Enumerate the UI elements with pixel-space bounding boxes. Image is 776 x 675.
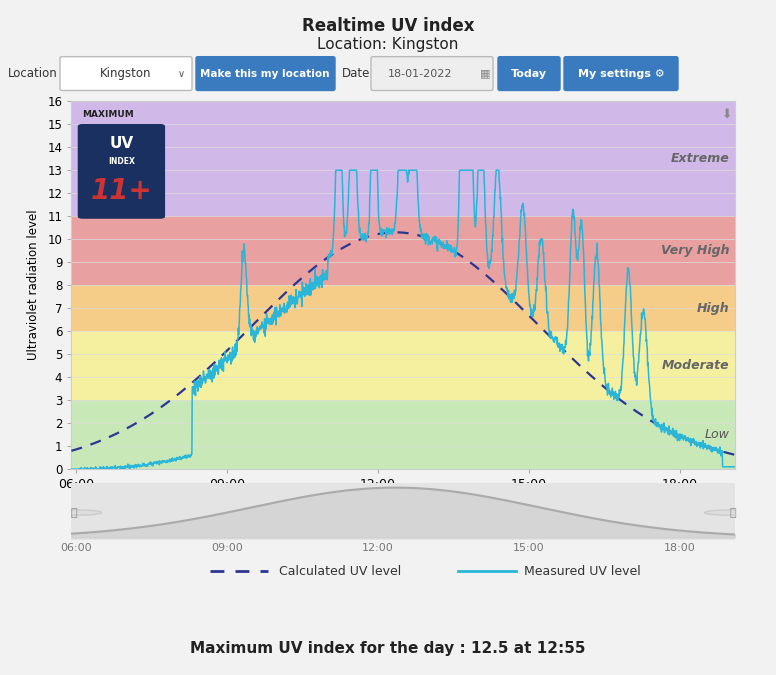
Text: Very High: Very High [661, 244, 730, 257]
Bar [71, 400, 735, 469]
FancyBboxPatch shape [196, 57, 335, 90]
Text: Make this my location: Make this my location [200, 69, 330, 78]
Text: Realtime UV index: Realtime UV index [302, 17, 474, 35]
FancyBboxPatch shape [60, 57, 192, 90]
Y-axis label: Ultraviolet radiation level: Ultraviolet radiation level [27, 210, 40, 360]
Text: Kingston: Kingston [100, 67, 151, 80]
Text: High: High [697, 302, 730, 315]
Text: 11+: 11+ [91, 177, 152, 205]
Text: My settings ⚙: My settings ⚙ [577, 69, 664, 78]
FancyBboxPatch shape [498, 57, 560, 90]
Text: Calculated UV level: Calculated UV level [279, 565, 402, 578]
Text: 18-01-2022: 18-01-2022 [388, 69, 452, 78]
FancyBboxPatch shape [564, 57, 678, 90]
Text: ⬇: ⬇ [722, 108, 733, 121]
Text: UV: UV [109, 136, 133, 151]
Text: Maximum UV index for the day : 12.5 at 12:55: Maximum UV index for the day : 12.5 at 1… [190, 641, 586, 656]
Text: MAXIMUM: MAXIMUM [82, 111, 134, 119]
FancyBboxPatch shape [78, 125, 165, 218]
Circle shape [705, 510, 760, 515]
FancyBboxPatch shape [371, 57, 493, 90]
Text: Today: Today [511, 69, 547, 78]
Text: ∨: ∨ [178, 69, 185, 78]
Bar [71, 331, 735, 400]
Text: ▦: ▦ [480, 69, 490, 78]
Text: Moderate: Moderate [662, 359, 730, 372]
Bar [71, 216, 735, 285]
Text: Date: Date [342, 67, 370, 80]
Text: ⏸: ⏸ [71, 508, 78, 518]
Text: ⏸: ⏸ [729, 508, 736, 518]
Text: Extreme: Extreme [671, 153, 730, 165]
Text: Low: Low [705, 428, 730, 441]
Circle shape [47, 510, 102, 515]
Text: Location: Location [8, 67, 57, 80]
Text: Location: Kingston: Location: Kingston [317, 37, 459, 52]
Text: INDEX: INDEX [108, 157, 135, 165]
Bar [71, 101, 735, 216]
Bar [71, 285, 735, 331]
X-axis label: Time of day: Time of day [353, 498, 453, 513]
Text: Measured UV level: Measured UV level [524, 565, 640, 578]
